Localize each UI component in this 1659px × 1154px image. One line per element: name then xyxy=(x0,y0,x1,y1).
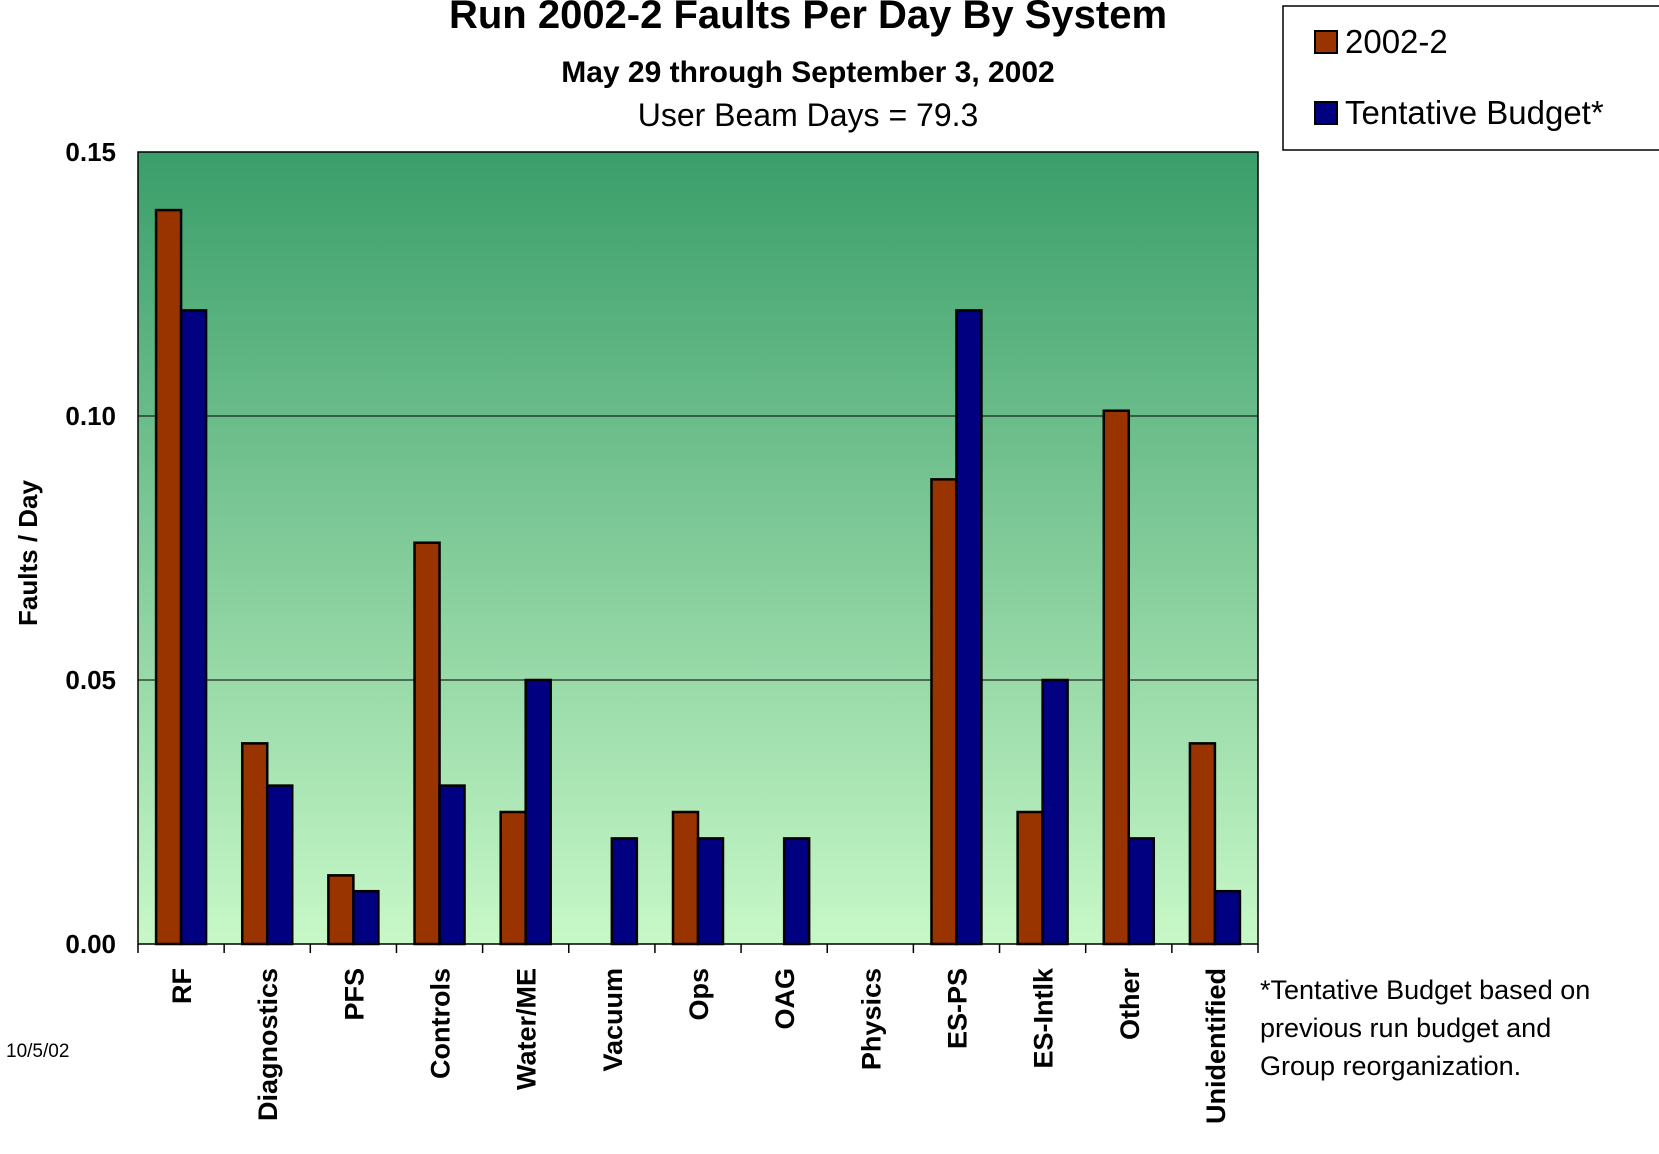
bar-tentative-budget-pfs xyxy=(352,889,380,946)
bar-tentative-budget-unidentified xyxy=(1213,889,1242,946)
chart-subtitle-beam-days: User Beam Days = 79.3 xyxy=(638,97,979,133)
bar-tentative-budget-vacuum xyxy=(610,837,639,946)
bar-run-2002-2-ops xyxy=(671,810,700,946)
legend: 2002-2 Tentative Budget* xyxy=(1282,5,1659,151)
legend-swatch-2002-2 xyxy=(1314,30,1338,54)
bar-run-2002-2-diagnostics xyxy=(240,742,269,946)
x-tick-label: ES-PS xyxy=(942,968,972,1049)
legend-label-tentative-budget: Tentative Budget* xyxy=(1345,94,1604,131)
x-tick-label: OAG xyxy=(770,968,800,1030)
x-tick-label: Water/ME xyxy=(512,968,542,1090)
chart-subtitle: May 29 through September 3, 2002 xyxy=(561,56,1055,89)
footnote: *Tentative Budget based on previous run … xyxy=(1260,975,1590,1081)
legend-swatch-tentative-budget xyxy=(1314,101,1338,125)
x-tick-label: Ops xyxy=(684,968,714,1021)
x-tick-label: Unidentified xyxy=(1201,968,1231,1124)
y-tick-label: 0.05 xyxy=(65,665,116,695)
x-tick-label: Physics xyxy=(856,968,886,1070)
bar-run-2002-2-pfs xyxy=(327,874,355,946)
bar-run-2002-2-es-ps xyxy=(930,478,958,946)
bar-run-2002-2-other xyxy=(1102,409,1131,946)
legend-box xyxy=(1282,5,1659,151)
x-tick-label: RF xyxy=(167,968,197,1004)
x-tick-label: Vacuum xyxy=(598,968,628,1072)
x-tick-label: Controls xyxy=(426,968,456,1079)
date-stamp: 10/5/02 xyxy=(6,1041,69,1062)
y-tick-label: 0.00 xyxy=(65,929,116,959)
bar-run-2002-2-water-me xyxy=(499,810,527,946)
y-tick-label: 0.15 xyxy=(65,137,116,167)
bars xyxy=(154,208,1242,946)
bar-run-2002-2-unidentified xyxy=(1188,742,1217,946)
bar-run-2002-2-rf xyxy=(154,208,183,946)
bar-run-2002-2-controls xyxy=(413,541,441,946)
x-axis-ticks: RF Diagnostics PFS Controls Water/ME Vacuum Op… xyxy=(137,944,1259,1124)
bar-tentative-budget-ops xyxy=(696,837,725,946)
bar-tentative-budget-oag xyxy=(782,837,811,946)
y-axis-ticks: 0.00 0.05 0.10 0.15 xyxy=(65,137,116,959)
y-axis-label: Faults / Day xyxy=(13,479,43,625)
footnote-line-1: *Tentative Budget based on xyxy=(1260,975,1590,1005)
x-tick-label: Other xyxy=(1115,968,1145,1041)
chart-title: Run 2002-2 Faults Per Day By System xyxy=(449,0,1167,37)
x-tick-label: PFS xyxy=(339,968,369,1021)
footnote-line-2: previous run budget and xyxy=(1260,1013,1551,1043)
bar-tentative-budget-water-me xyxy=(524,678,552,946)
y-tick-label: 0.10 xyxy=(65,401,116,431)
bar-tentative-budget-diagnostics xyxy=(265,784,294,946)
x-tick-label: ES-Intlk xyxy=(1029,967,1059,1068)
legend-label-2002-2: 2002-2 xyxy=(1345,23,1448,60)
bar-run-2002-2-es-intlk xyxy=(1016,810,1044,946)
bar-tentative-budget-es-ps xyxy=(955,309,983,946)
gridlines xyxy=(138,415,1258,681)
x-tick-label: Diagnostics xyxy=(253,968,283,1121)
footnote-line-3: Group reorganization. xyxy=(1260,1051,1521,1081)
bar-tentative-budget-controls xyxy=(438,784,466,946)
bar-tentative-budget-es-intlk xyxy=(1041,678,1069,946)
bar-tentative-budget-other xyxy=(1127,837,1156,946)
bar-tentative-budget-rf xyxy=(179,309,208,946)
